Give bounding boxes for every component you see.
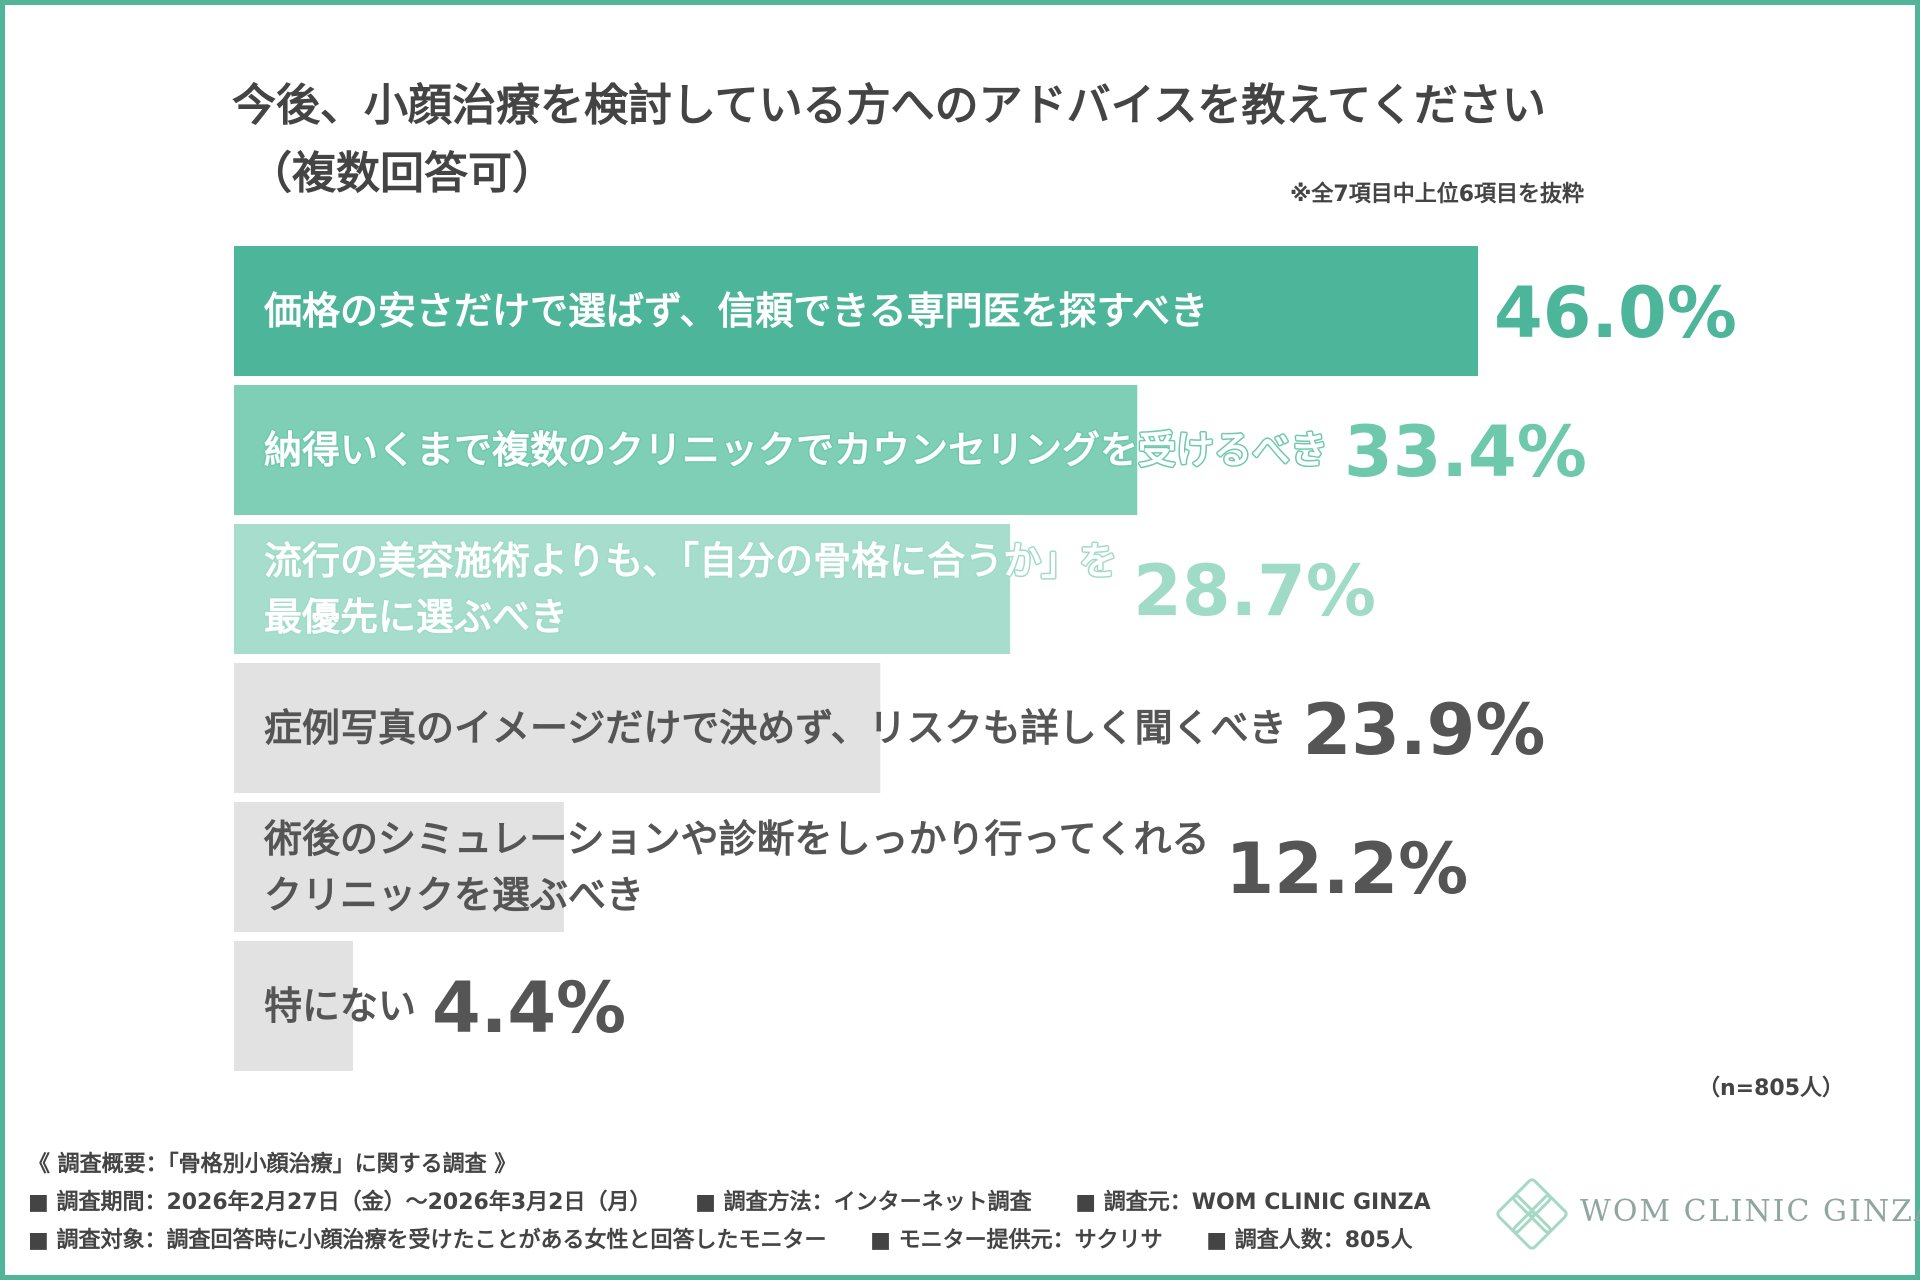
chart-title: 今後、小顔治療を検討している方へのアドバイスを教えてください （複数回答可） [232, 72, 1752, 208]
bar-label-3-line-1: 流行の美容施術よりも、「自分の骨格に合うか」を [264, 539, 1117, 583]
value-label-3: 28.7% [1133, 550, 1376, 632]
survey-heading: 《 調査概要：「骨格別小顔治療」に関する調査 》 [28, 1152, 517, 1177]
bar-label-3-line-2: 最優先に選ぶべき [264, 595, 568, 639]
survey-target: ■ 調査対象：調査回答時に小顔治療を受けたことがある女性と回答したモニター [28, 1228, 827, 1253]
bar-2 [234, 385, 1138, 515]
value-label-6: 4.4% [432, 967, 626, 1049]
bar-6 [234, 941, 353, 1071]
logo-text: WOM CLINIC GINZA [1580, 1194, 1920, 1229]
bar-label-5-line-2: クリニックを選ぶべき [264, 873, 644, 917]
survey-summary: 《 調査概要：「骨格別小顔治療」に関する調査 》 ■ 調査期間：2026年2月2… [28, 1146, 1467, 1260]
bar-label-1-line-1: 価格の安さだけで選ばず、信頼できる専門医を探すべき [263, 289, 1208, 333]
sample-size: （n=805人） [1698, 1076, 1845, 1101]
value-label-5: 12.2% [1225, 828, 1468, 910]
bar-label-4-line-1: 症例写真のイメージだけで決めず、リスクも詳しく聞くべき [264, 706, 1287, 750]
bar-chart: 価格の安さだけで選ばず、信頼できる専門医を探すべき 46.0% 納得いくまで複数のク… [234, 246, 1737, 1071]
bar-label-6-line-1: 特にない [264, 984, 416, 1028]
chart-title-line1: 今後、小顔治療を検討している方へのアドバイスを教えてください [232, 80, 1546, 131]
survey-period: ■ 調査期間：2026年2月27日（金）〜2026年3月2日（月） [28, 1190, 652, 1215]
clinic-logo: WOM CLINIC GINZA [1496, 1178, 1920, 1250]
bar-label-2-line-1: 納得いくまで複数のクリニックでカウンセリングを受けるべき [264, 428, 1328, 472]
chart-title-line2: （複数回答可） [248, 148, 556, 199]
survey-source: ■ 調査元：WOM CLINIC GINZA [1075, 1190, 1431, 1215]
value-label-4: 23.9% [1303, 689, 1546, 771]
survey-method: ■ 調査方法：インターネット調査 [695, 1190, 1032, 1215]
bar-3 [234, 524, 1011, 654]
value-label-1: 46.0% [1494, 272, 1737, 354]
survey-count: ■ 調査人数：805人 [1206, 1228, 1413, 1253]
chart-note: ※全7項目中上位6項目を抜粋 [1290, 182, 1585, 207]
value-label-2: 33.4% [1344, 411, 1587, 493]
bar-5 [234, 802, 564, 932]
survey-provider: ■ モニター提供元：サクリサ [870, 1228, 1163, 1253]
bar-4 [234, 663, 881, 793]
bar-1 [234, 246, 1478, 376]
bar-label-5-line-1: 術後のシミュレーションや診断をしっかり行ってくれる [263, 817, 1209, 861]
logo-flower-icon [1496, 1178, 1568, 1250]
